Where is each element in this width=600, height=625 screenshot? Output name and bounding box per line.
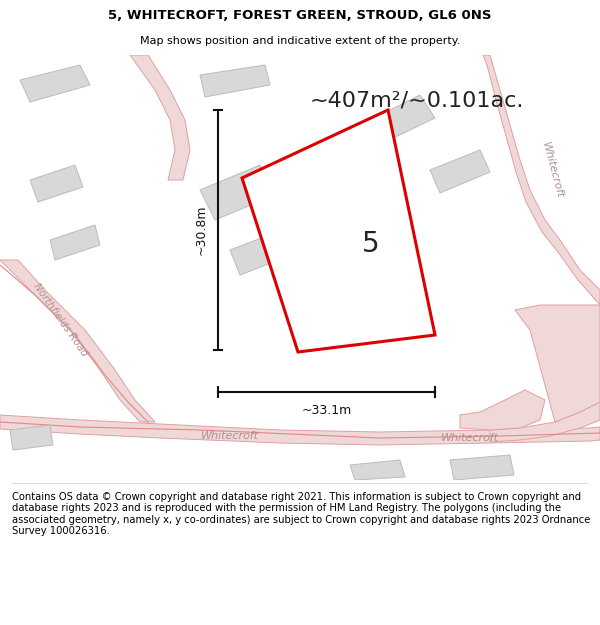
Polygon shape [430, 150, 490, 193]
Text: 5, WHITECROFT, FOREST GREEN, STROUD, GL6 0NS: 5, WHITECROFT, FOREST GREEN, STROUD, GL6… [108, 9, 492, 22]
Polygon shape [0, 415, 600, 445]
Text: ~407m²/~0.101ac.: ~407m²/~0.101ac. [310, 90, 524, 110]
Text: Map shows position and indicative extent of the property.: Map shows position and indicative extent… [140, 36, 460, 46]
Polygon shape [50, 225, 100, 260]
Polygon shape [350, 460, 405, 480]
Text: Contains OS data © Crown copyright and database right 2021. This information is : Contains OS data © Crown copyright and d… [12, 492, 590, 536]
Polygon shape [200, 65, 270, 97]
Polygon shape [20, 65, 90, 102]
Polygon shape [30, 165, 83, 202]
Text: Whitecroft: Whitecroft [441, 433, 499, 443]
Polygon shape [242, 110, 435, 352]
Polygon shape [10, 425, 53, 450]
Text: Whitecroft: Whitecroft [539, 141, 565, 199]
Polygon shape [483, 55, 600, 305]
Polygon shape [450, 455, 514, 480]
Text: ~33.1m: ~33.1m [301, 404, 352, 417]
Text: 5: 5 [362, 230, 380, 258]
Polygon shape [490, 402, 600, 442]
Polygon shape [130, 55, 190, 180]
Polygon shape [200, 165, 275, 220]
Polygon shape [515, 305, 600, 422]
Polygon shape [370, 95, 435, 142]
Polygon shape [460, 390, 545, 430]
Polygon shape [230, 225, 305, 275]
Text: ~30.8m: ~30.8m [195, 205, 208, 255]
Polygon shape [0, 260, 155, 422]
Text: Whitecroft: Whitecroft [201, 431, 259, 441]
Text: Northfields Road: Northfields Road [31, 282, 89, 358]
